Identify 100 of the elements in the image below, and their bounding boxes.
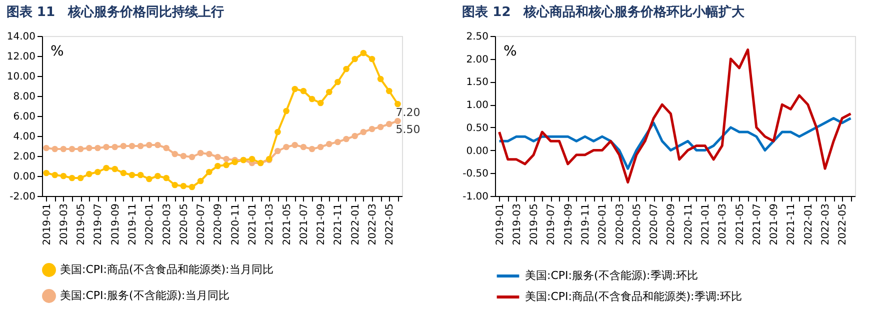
point: [154, 172, 161, 180]
point: [386, 120, 392, 128]
point: [180, 152, 187, 160]
point: [94, 144, 101, 152]
point: [343, 136, 350, 142]
point: [274, 148, 281, 154]
point: [352, 132, 358, 140]
y-tick-label: 4.00: [13, 132, 36, 142]
x-tick-label: 2020-05: [632, 204, 643, 246]
point: [206, 168, 212, 176]
point: [326, 88, 332, 96]
x-tick-label: 2022-03: [368, 204, 378, 246]
point: [377, 76, 384, 82]
point: [326, 140, 332, 148]
point: [86, 170, 92, 178]
point: [197, 150, 204, 156]
point: [308, 146, 316, 152]
point: [120, 170, 127, 176]
legend-label: 美国:CPI:商品(不含食品和能源类):当月同比: [60, 263, 274, 276]
point: [188, 154, 196, 160]
point: [300, 88, 307, 94]
y-tick-label: -2.00: [10, 192, 36, 202]
point: [334, 78, 341, 86]
point: [163, 174, 170, 182]
point: [52, 146, 58, 152]
x-tick-label: 2020-11: [683, 204, 694, 246]
point: [368, 126, 376, 132]
y-tick-label: -0.50: [462, 168, 488, 180]
x-tick-label: 2019-05: [76, 204, 88, 246]
x-tick-label: 2020-01: [144, 204, 156, 246]
y-tick-label: 0.00: [466, 146, 488, 157]
chart-title: 图表 11 核心服务价格同比持续上行: [6, 4, 224, 20]
y-tick-label: 2.00: [13, 152, 36, 162]
point: [120, 142, 127, 150]
point: [283, 144, 290, 150]
x-tick-label: 2021-07: [298, 204, 310, 246]
x-tick-label: 2020-05: [178, 204, 190, 246]
point: [394, 118, 401, 124]
point: [283, 108, 290, 114]
point: [317, 100, 324, 106]
point: [68, 146, 76, 152]
x-tick-label: 2019-09: [110, 204, 122, 246]
point: [368, 56, 376, 62]
x-tick-label: 2021-09: [769, 204, 780, 246]
point: [103, 164, 110, 172]
y-tick-label: 0.00: [13, 172, 36, 182]
point: [77, 146, 84, 152]
x-tick-label: 2019-07: [93, 204, 104, 246]
legend-label: 美国:CPI:商品(不含食品和能源类):季调:环比: [525, 290, 742, 303]
x-tick-label: 2019-01: [42, 204, 53, 246]
point: [334, 138, 341, 146]
y-tick-label: 6.00: [13, 112, 36, 122]
point: [360, 50, 367, 56]
point: [214, 154, 221, 160]
x-tick-label: 2019-03: [58, 204, 70, 246]
point: [214, 162, 221, 170]
point: [274, 128, 281, 136]
x-tick-label: 2019-11: [580, 204, 592, 246]
x-tick-label: 2020-03: [162, 204, 173, 246]
point: [60, 172, 67, 180]
x-tick-label: 2021-01: [248, 204, 258, 246]
x-tick-label: 2022-01: [803, 204, 814, 246]
point: [292, 86, 298, 92]
point: [94, 168, 101, 176]
point: [223, 162, 230, 168]
point: [352, 56, 358, 62]
y-tick-label: 0.50: [466, 122, 488, 134]
y-tick-label: 1.00: [466, 100, 488, 112]
point: [206, 150, 212, 158]
point: [163, 144, 170, 152]
point: [137, 142, 144, 150]
point: [180, 182, 187, 190]
x-tick-label: 2021-03: [264, 204, 276, 246]
point: [112, 166, 118, 172]
point: [68, 174, 76, 182]
x-tick-label: 2019-11: [128, 204, 138, 246]
x-tick-label: 2020-03: [614, 204, 626, 246]
y-tick-label: 8.00: [13, 92, 36, 102]
point: [172, 150, 178, 158]
point: [394, 100, 401, 108]
point: [137, 172, 144, 178]
data-label: 5.50: [396, 123, 420, 136]
y-tick-label: 2.50: [466, 32, 488, 42]
x-tick-label: 2020-09: [213, 204, 224, 246]
x-tick-label: 2019-03: [512, 204, 523, 246]
legend-label: 美国:CPI:服务(不含能源):当月同比: [60, 289, 230, 302]
point: [154, 142, 161, 148]
point: [128, 172, 136, 178]
point: [146, 142, 152, 148]
x-tick-label: 2022-03: [820, 204, 832, 246]
y-axis-title: %: [504, 44, 517, 60]
point: [172, 182, 178, 188]
data-label: 7.20: [396, 106, 420, 119]
point: [128, 142, 136, 150]
y-tick-label: -1.00: [462, 192, 488, 202]
x-tick-label: 2021-07: [752, 204, 763, 246]
x-tick-label: 2022-05: [838, 204, 849, 246]
x-tick-label: 2020-01: [598, 204, 609, 246]
x-tick-label: 2020-11: [230, 204, 242, 246]
y-tick-label: 12.00: [6, 52, 36, 62]
